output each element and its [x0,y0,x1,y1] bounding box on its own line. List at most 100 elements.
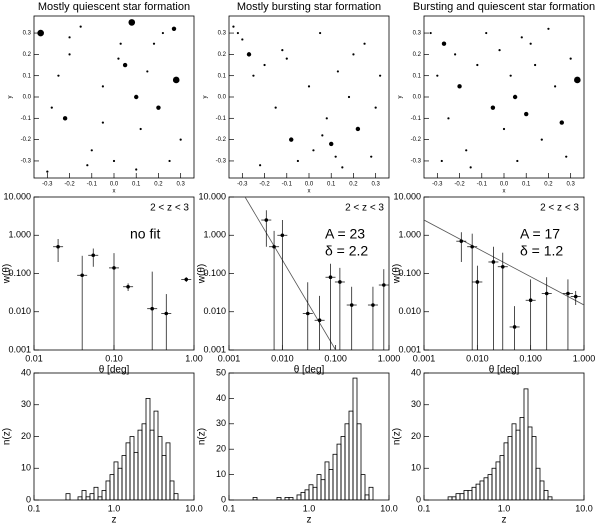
point [296,159,299,163]
plot-area [65,397,179,500]
y-tick-label: 0.100 [8,268,31,278]
point [485,31,488,35]
point [349,303,354,307]
y-tick-label: -0.2 [21,137,32,143]
point [382,283,386,287]
point [307,85,311,88]
point [117,57,120,60]
histogram-bar [137,429,143,500]
x-axis-label: x [113,189,116,195]
x-tick-label: 0.1 [522,182,531,188]
x-tick-label: 0.10 [105,353,123,363]
point [126,284,130,289]
plot-area [232,25,382,169]
point [139,127,142,131]
point [429,31,432,35]
point [101,85,104,88]
point [101,121,104,124]
point [246,52,252,57]
y-tick-label: 10 [216,469,226,479]
x-axis-label: z [502,515,507,526]
x-tick-label: 10.0 [185,503,203,513]
histogram-bar [93,486,99,500]
histogram-bar [507,436,513,500]
point [559,120,564,125]
point [274,106,277,109]
x-tick-label: 0.1 [223,503,236,513]
histogram-bar [312,486,318,500]
plot-area [429,27,581,169]
x-axis-label: θ [deg] [489,365,520,376]
point [370,155,373,158]
point [305,311,310,316]
point [172,76,180,84]
x-tick-label: -0.2 [64,182,75,188]
x-tick-label: -0.3 [237,182,248,188]
point [498,49,501,52]
point [520,36,523,39]
point [441,41,447,46]
histogram-bar [320,479,326,500]
x-tick-label: 1.00 [185,353,203,363]
x-axis-label: z [112,515,117,526]
plot-area [447,388,553,500]
x-tick-label: 0.001 [218,353,241,363]
y-tick-label: 0.2 [413,52,422,58]
y-tick-label: -0.1 [21,116,32,122]
y-tick-label: 40 [216,393,226,403]
x-tick-label: 1.0 [303,503,316,513]
point [179,138,182,141]
x-tick-label: 0.010 [466,353,489,363]
y-tick-label: -0.3 [21,159,32,165]
x-tick-label: -0.1 [87,182,98,188]
y-tick-label: 20 [411,431,421,441]
y-tick-label: 0.3 [413,31,422,37]
y-axis-label: n(z) [392,428,403,445]
histogram-bar [125,442,131,500]
point [341,166,344,169]
annotation: A = 23 [325,226,365,242]
x-tick-label: 1.000 [378,353,401,363]
x-tick-label: 0.1 [28,503,41,513]
x-tick-label: 1.000 [573,353,596,363]
histogram-bar [308,484,314,500]
point [490,105,496,110]
y-tick-label: 20 [216,444,226,454]
histogram-bar [121,455,127,500]
point [328,275,333,280]
point [272,244,276,249]
y-tick-label: 0.100 [203,268,226,278]
histogram-bar [523,388,529,500]
point [470,244,474,249]
x-tick-label: 0.010 [271,353,294,363]
point [512,94,518,100]
x-axis-label: θ [deg] [99,365,130,376]
y-tick-label: 50 [216,367,226,377]
y-tick-label: 20 [21,431,31,441]
point [241,38,244,41]
y-tick-label: 0.0 [218,95,227,101]
x-tick-label: -0.1 [477,182,488,188]
histogram-bar [173,493,179,500]
plot-area [252,377,374,500]
plot-frame [423,196,585,351]
point [281,49,284,52]
histogram-bar [149,429,155,500]
x-tick-label: 0.1 [418,503,431,513]
histogram-bar [332,453,338,500]
histogram-bar [495,461,501,500]
point [329,141,334,147]
point [465,149,468,152]
x-tick-label: 10.0 [575,503,593,513]
histogram-bar [503,442,509,500]
histogram-bar [451,496,457,500]
point [112,266,116,270]
point [509,74,512,77]
y-axis-label: y [203,96,209,99]
point [565,155,568,158]
point [500,264,505,269]
point [68,36,71,39]
histogram-bar [352,377,358,500]
point [134,94,139,100]
